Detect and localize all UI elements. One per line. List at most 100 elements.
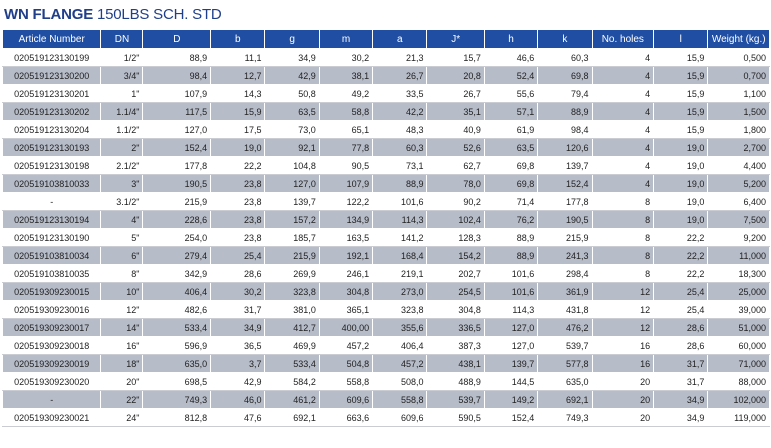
table-cell: 4 bbox=[591, 156, 655, 175]
table-cell: 139,7 bbox=[483, 354, 539, 373]
table-cell: 88,9 bbox=[537, 102, 593, 121]
table-cell: 16" bbox=[100, 336, 144, 355]
table-cell: 46,6 bbox=[483, 48, 539, 67]
table-cell: 114,3 bbox=[483, 300, 539, 319]
table-cell: 134,9 bbox=[318, 210, 374, 229]
table-cell: 246,1 bbox=[318, 264, 374, 283]
table-cell: 11,000 bbox=[707, 246, 770, 265]
table-cell: 8 bbox=[591, 192, 655, 211]
table-cell: 533,4 bbox=[142, 318, 212, 337]
table-cell: 8 bbox=[591, 264, 655, 283]
table-row: 020519103810035 8" 342,9 28,6 269,9 246,1 219,… bbox=[1, 264, 770, 283]
table-cell: 11,1 bbox=[210, 48, 266, 67]
table-cell: 508,0 bbox=[372, 372, 428, 391]
article-number-cell: 020519123130199 bbox=[1, 48, 102, 67]
table-cell: 8 bbox=[591, 246, 655, 265]
table-cell: 88,9 bbox=[372, 174, 428, 193]
table-cell: 79,4 bbox=[537, 84, 593, 103]
article-number-cell: 020519123130190 bbox=[1, 228, 102, 247]
table-cell: 127,0 bbox=[483, 318, 539, 337]
table-cell: 88,9 bbox=[483, 246, 539, 265]
table-cell: 88,000 bbox=[707, 372, 770, 391]
table-cell: 57,1 bbox=[483, 102, 539, 121]
table-cell: 406,4 bbox=[142, 282, 212, 301]
table-cell: 154,2 bbox=[426, 246, 485, 265]
table-cell: 90,5 bbox=[318, 156, 374, 175]
table-cell: 504,8 bbox=[318, 354, 374, 373]
table-cell: 25,4 bbox=[210, 246, 266, 265]
table-cell: 241,3 bbox=[537, 246, 593, 265]
column-header: h bbox=[483, 29, 539, 49]
table-cell: 33,5 bbox=[372, 84, 428, 103]
table-cell: 23,8 bbox=[210, 192, 266, 211]
table-cell: 20 bbox=[591, 390, 655, 409]
table-cell: 3/4" bbox=[100, 66, 144, 85]
table-cell: 73,0 bbox=[264, 120, 320, 139]
table-cell: 4" bbox=[100, 210, 144, 229]
table-cell: 1" bbox=[100, 84, 144, 103]
table-cell: 698,5 bbox=[142, 372, 212, 391]
table-cell: 412,7 bbox=[264, 318, 320, 337]
table-cell: 63,5 bbox=[483, 138, 539, 157]
table-cell: 469,9 bbox=[264, 336, 320, 355]
table-cell: 20 bbox=[591, 408, 655, 427]
table-cell: 273,0 bbox=[372, 282, 428, 301]
table-body: 020519123130199 1/2" 88,9 11,1 34,9 30,2 21,3 1… bbox=[1, 48, 770, 427]
table-cell: 1/2" bbox=[100, 48, 144, 67]
table-cell: 692,1 bbox=[264, 408, 320, 427]
table-cell: 20" bbox=[100, 372, 144, 391]
table-cell: 192,1 bbox=[318, 246, 374, 265]
table-cell: 24" bbox=[100, 408, 144, 427]
table-cell: 149,2 bbox=[483, 390, 539, 409]
table-row: 020519123130198 2.1/2" 177,8 22,2 104,8 90,5 7… bbox=[1, 156, 770, 175]
table-cell: 26,7 bbox=[372, 66, 428, 85]
table-cell: 304,8 bbox=[426, 300, 485, 319]
table-cell: 15,9 bbox=[653, 48, 709, 67]
column-header: Weight (kg.) bbox=[707, 29, 770, 49]
table-cell: 4 bbox=[591, 102, 655, 121]
table-cell: 19,0 bbox=[653, 156, 709, 175]
table-cell: 7,500 bbox=[707, 210, 770, 229]
table-row: -22" 749,3 46,0 461,2 609,6 558,8 539,7 149,2 69… bbox=[1, 390, 770, 409]
table-cell: 90,2 bbox=[426, 192, 485, 211]
table-cell: 50,8 bbox=[264, 84, 320, 103]
table-cell: 25,000 bbox=[707, 282, 770, 301]
table-cell: 60,000 bbox=[707, 336, 770, 355]
table-cell: 14" bbox=[100, 318, 144, 337]
table-cell: 438,1 bbox=[426, 354, 485, 373]
table-cell: 51,000 bbox=[707, 318, 770, 337]
table-cell: 22,2 bbox=[653, 264, 709, 283]
table-cell: 65,1 bbox=[318, 120, 374, 139]
table-cell: 539,7 bbox=[537, 336, 593, 355]
column-header: DN bbox=[100, 29, 144, 49]
table-cell: 92,1 bbox=[264, 138, 320, 157]
table-cell: 0,500 bbox=[707, 48, 770, 67]
table-cell: 88,9 bbox=[142, 48, 212, 67]
column-header: D bbox=[142, 29, 212, 49]
table-cell: 22,2 bbox=[653, 246, 709, 265]
table-cell: 17,5 bbox=[210, 120, 266, 139]
table-cell: 20 bbox=[591, 372, 655, 391]
table-row: 020519123130202 1.1/4" 117,5 15,9 63,5 58,8 42… bbox=[1, 102, 770, 121]
article-number-cell: 020519123130200 bbox=[1, 66, 102, 85]
table-cell: 457,2 bbox=[318, 336, 374, 355]
table-cell: 98,4 bbox=[142, 66, 212, 85]
table-cell: 31,7 bbox=[210, 300, 266, 319]
table-cell: 152,4 bbox=[483, 408, 539, 427]
column-header: l bbox=[653, 29, 709, 49]
table-cell: 60,3 bbox=[372, 138, 428, 157]
article-number-cell: 020519123130204 bbox=[1, 120, 102, 139]
table-row: 020519123130190 5" 254,0 23,8 185,7 163,5 141,… bbox=[1, 228, 770, 247]
table-cell: 144,5 bbox=[483, 372, 539, 391]
article-number-cell: 020519123130194 bbox=[1, 210, 102, 229]
table-row: 020519123130193 2" 152,4 19,0 92,1 77,8 60,3 52… bbox=[1, 138, 770, 157]
table-cell: 22,2 bbox=[653, 228, 709, 247]
table-cell: 6,400 bbox=[707, 192, 770, 211]
table-cell: 23,8 bbox=[210, 174, 266, 193]
table-cell: 361,9 bbox=[537, 282, 593, 301]
table-cell: 104,8 bbox=[264, 156, 320, 175]
table-cell: 12 bbox=[591, 300, 655, 319]
table-cell: 39,000 bbox=[707, 300, 770, 319]
table-cell: 2,700 bbox=[707, 138, 770, 157]
